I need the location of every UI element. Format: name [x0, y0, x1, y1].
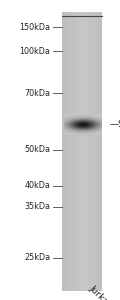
- Text: 50kDa: 50kDa: [24, 146, 50, 154]
- Text: 25kDa: 25kDa: [24, 254, 50, 262]
- Text: 70kDa: 70kDa: [24, 88, 50, 98]
- Text: 100kDa: 100kDa: [20, 46, 50, 56]
- Text: 35kDa: 35kDa: [24, 202, 50, 211]
- Text: 40kDa: 40kDa: [24, 182, 50, 190]
- Text: —Src: —Src: [109, 120, 120, 129]
- Text: 150kDa: 150kDa: [19, 22, 50, 32]
- Text: Jurkat: Jurkat: [87, 283, 112, 300]
